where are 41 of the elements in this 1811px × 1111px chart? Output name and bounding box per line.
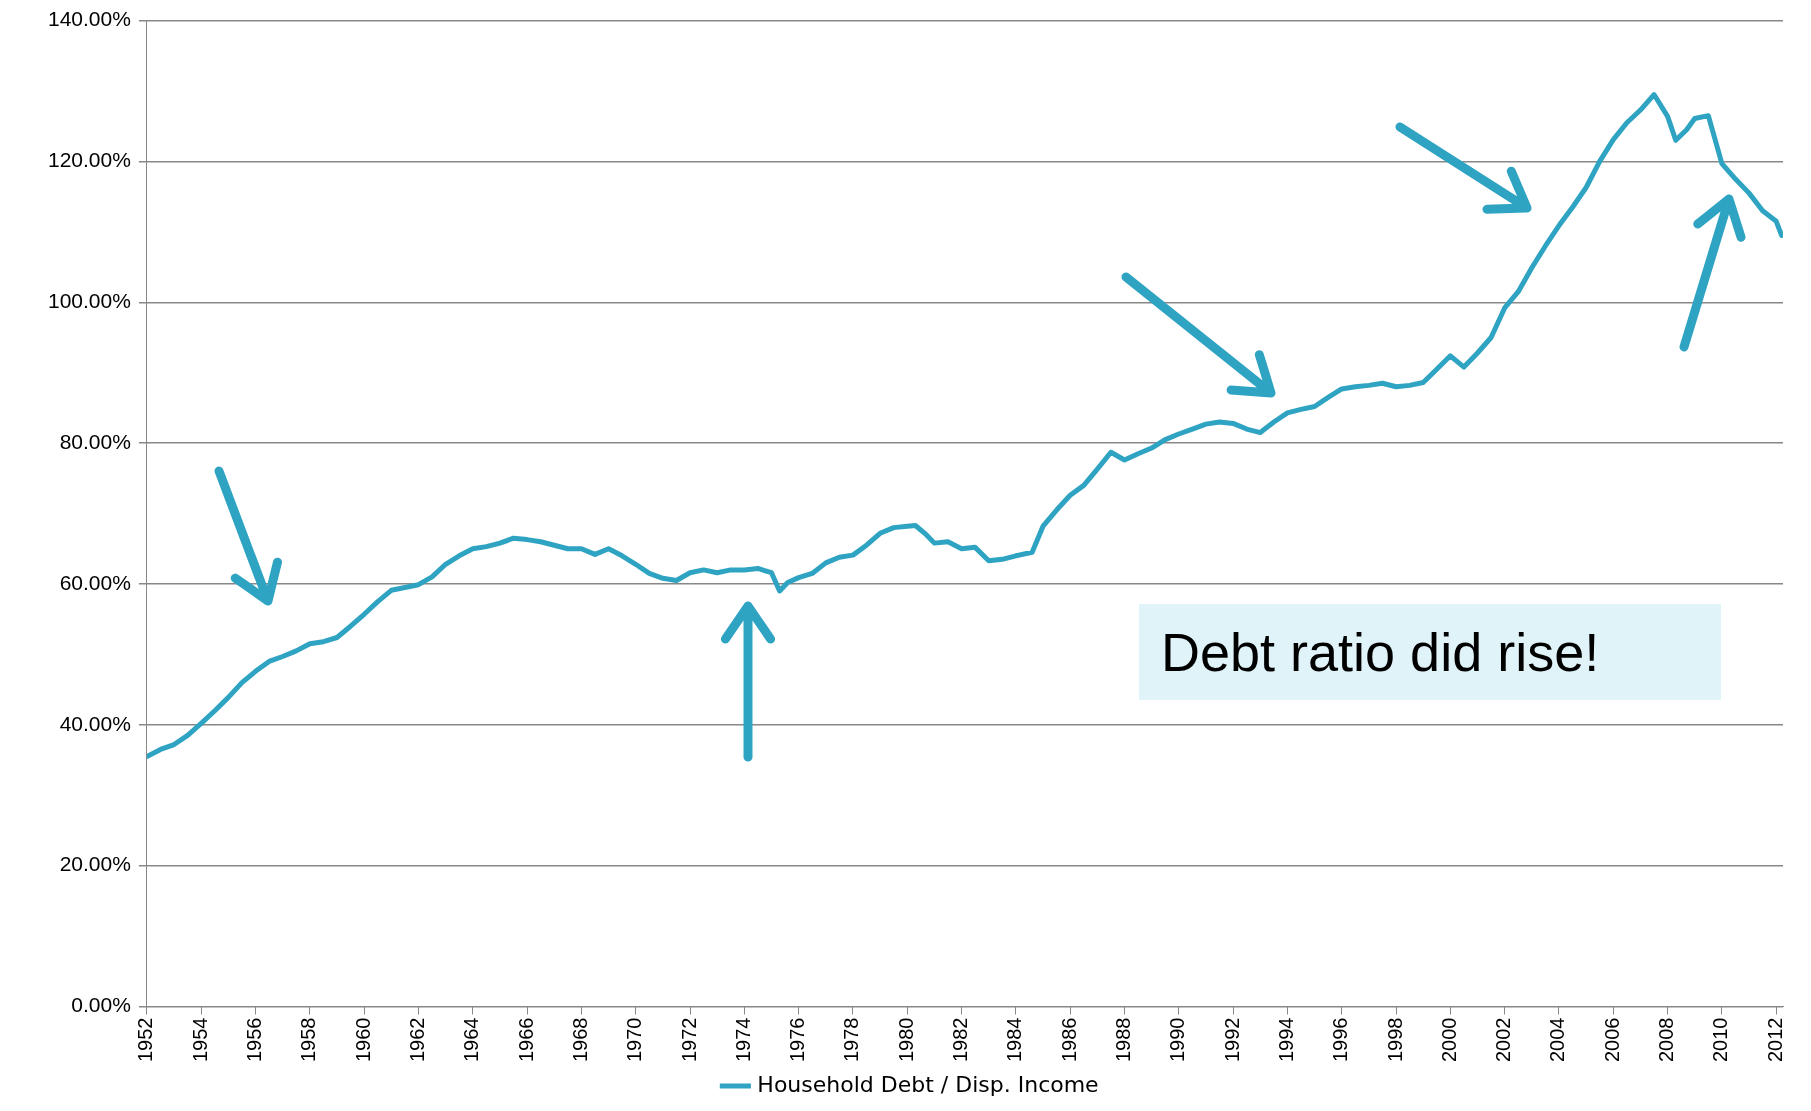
y-tick-label: 80.00%: [59, 429, 131, 453]
x-tick-label: 2012: [1763, 1017, 1786, 1063]
x-tick-label: 1962: [405, 1017, 428, 1063]
y-tick-label: 60.00%: [59, 570, 131, 594]
x-tick-label: 1984: [1003, 1017, 1026, 1063]
x-tick-label: 1956: [243, 1017, 266, 1063]
x-tick-label: 1976: [786, 1017, 809, 1063]
x-tick-label: 1960: [351, 1017, 374, 1063]
x-tick-label: 1964: [460, 1017, 483, 1063]
y-tick-label: 140.00%: [48, 7, 131, 31]
x-tick-label: 1952: [134, 1017, 157, 1063]
x-tick-label: 1970: [623, 1017, 646, 1063]
x-tick-label: 1954: [188, 1017, 211, 1063]
x-tick-label: 2004: [1546, 1017, 1569, 1063]
x-tick-label: 1988: [1112, 1017, 1134, 1063]
x-tick-label: 2008: [1655, 1017, 1678, 1063]
y-tick-label: 20.00%: [59, 852, 131, 876]
x-tick-label: 1996: [1329, 1017, 1352, 1063]
x-tick-label: 1990: [1166, 1017, 1189, 1063]
x-tick-label: 2000: [1437, 1017, 1460, 1063]
x-tick-label: 1998: [1383, 1017, 1406, 1063]
x-tick-label: 1968: [568, 1017, 591, 1063]
x-tick-label: 1978: [840, 1017, 863, 1063]
y-tick-label: 120.00%: [48, 148, 131, 172]
x-tick-label: 2002: [1492, 1017, 1515, 1063]
x-tick-label: 2006: [1600, 1017, 1623, 1063]
y-tick-label: 40.00%: [59, 711, 131, 735]
x-tick-label: 1958: [297, 1017, 320, 1063]
x-tick-label: 1972: [677, 1017, 700, 1063]
legend-label: Household Debt / Disp. Income: [757, 1071, 1099, 1097]
x-tick-label: 1980: [894, 1017, 917, 1063]
x-tick-label: 1994: [1274, 1017, 1297, 1063]
annotation: Debt ratio did rise!: [1139, 604, 1721, 700]
x-tick-label: 1966: [514, 1017, 537, 1063]
x-tick-label: 1974: [731, 1017, 754, 1063]
x-tick-label: 1992: [1220, 1017, 1243, 1063]
x-tick-label: 1986: [1057, 1017, 1080, 1063]
y-tick-label: 100.00%: [48, 289, 131, 313]
x-tick-label: 1982: [949, 1017, 972, 1063]
x-tick-label: 2010: [1709, 1017, 1732, 1063]
y-tick-label: 0.00%: [71, 993, 131, 1017]
